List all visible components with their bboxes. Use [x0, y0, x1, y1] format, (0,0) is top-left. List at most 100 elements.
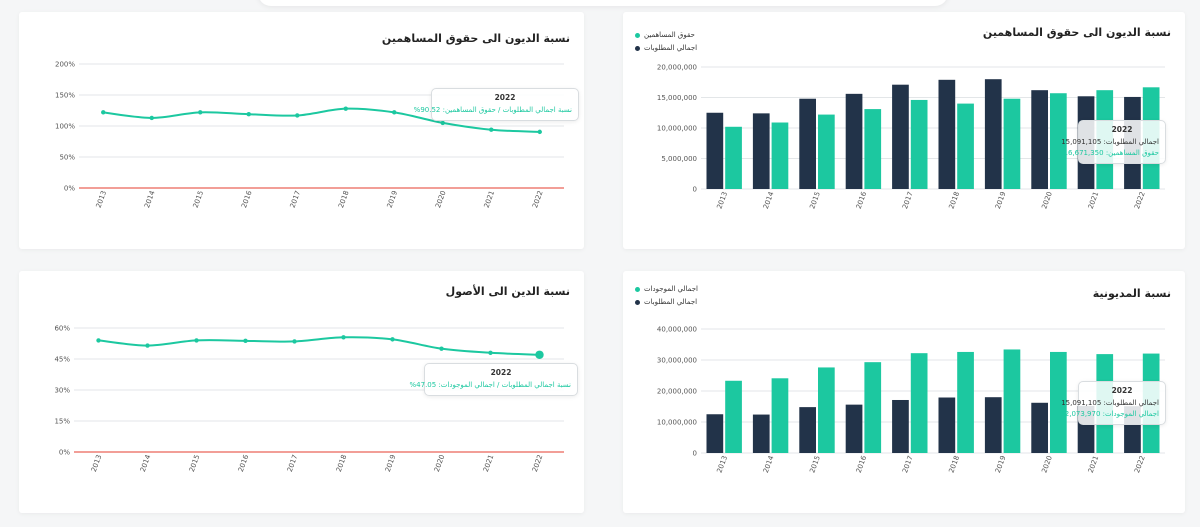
- x-tick-label: 2022: [1133, 455, 1147, 474]
- bar: [864, 362, 882, 453]
- y-tick-label: 50%: [59, 154, 75, 162]
- tooltip-label: اجمالي المطلوبات:: [1103, 138, 1159, 146]
- bar: [910, 353, 928, 453]
- x-tick-label: 2018: [948, 455, 962, 474]
- x-tick-label: 2020: [433, 454, 447, 473]
- y-tick-label: 45%: [54, 356, 70, 364]
- y-tick-label: 150%: [55, 92, 75, 100]
- x-tick-label: 2015: [808, 455, 822, 474]
- x-tick-label: 2017: [901, 191, 915, 210]
- x-tick-label: 2015: [188, 454, 202, 473]
- x-tick-label: 2013: [95, 190, 109, 209]
- legend-dot-green-icon: [635, 33, 640, 38]
- tooltip-value: 15,091,105: [1061, 399, 1102, 407]
- legend-item-liabilities[interactable]: اجمالي المطلوبات: [635, 298, 698, 307]
- tooltip-year: 2022: [494, 93, 516, 102]
- card-title: نسبة الديون الى حقوق المساهمين: [381, 32, 570, 45]
- x-tick-label: 2013: [716, 455, 730, 474]
- legend-item-equity[interactable]: حقوق المساهمين: [635, 31, 697, 40]
- data-point: [96, 338, 101, 343]
- bar: [938, 397, 956, 453]
- bar: [1050, 351, 1067, 453]
- y-tick-label: 15%: [54, 418, 70, 426]
- x-tick-label: 2020: [1040, 191, 1054, 210]
- x-tick-label: 2017: [289, 190, 303, 209]
- x-tick-label: 2019: [384, 454, 398, 473]
- tooltip-label: اجمالي المطلوبات:: [1103, 399, 1159, 407]
- legend-label: اجمالي الموجودات: [644, 285, 698, 293]
- legend-label: حقوق المساهمين: [644, 31, 695, 39]
- bar: [957, 103, 974, 189]
- data-point: [390, 337, 395, 342]
- card-title: نسبة الديون الى حقوق المساهمين: [982, 26, 1171, 39]
- x-tick-label: 2017: [901, 455, 915, 474]
- y-tick-label: 30%: [54, 387, 70, 395]
- bar: [706, 112, 724, 189]
- x-tick-label: 2015: [192, 190, 206, 209]
- line-chart-debt-to-equity-card: نسبة الديون الى حقوق المساهمين 0% 50% 100%…: [19, 12, 584, 249]
- data-point: [101, 110, 106, 115]
- tooltip-label: نسبة اجمالي المطلوبات / حقوق المساهمين:: [442, 106, 572, 114]
- data-point: [439, 346, 444, 351]
- y-tick-label: 0%: [59, 449, 70, 457]
- bar: [984, 397, 1002, 453]
- x-tick-label: 2016: [240, 189, 254, 209]
- legend-item-assets[interactable]: اجمالي الموجودات: [635, 285, 698, 294]
- chart-legend: اجمالي الموجودات اجمالي المطلوبات: [635, 285, 698, 311]
- x-tick-label: 2018: [948, 191, 962, 210]
- bar: [892, 84, 909, 189]
- x-tick-label: 2021: [1087, 191, 1101, 210]
- legend-label: اجمالي المطلوبات: [644, 44, 698, 52]
- bar: [1050, 93, 1067, 189]
- bar: [845, 93, 863, 189]
- y-tick-label: 40,000,000: [657, 326, 697, 334]
- y-tick-label: 0%: [64, 185, 75, 193]
- tooltip-line-equity: حقوق المساهمين: 16,671,350: [1063, 148, 1159, 159]
- chart-legend: حقوق المساهمين اجمالي المطلوبات: [635, 31, 697, 57]
- bar: [1031, 90, 1048, 189]
- x-tick-label: 2020: [434, 190, 448, 209]
- data-point: [535, 350, 544, 359]
- x-tick-label: 2018: [335, 454, 349, 473]
- bar: [1031, 402, 1048, 453]
- bar: [938, 79, 956, 189]
- legend-dot-navy-icon: [635, 300, 640, 305]
- data-point: [292, 339, 297, 344]
- line-chart-debt-to-equity: 0% 50% 100% 150% 200% 2013 2014 2015 2016 2017 201…: [55, 61, 564, 209]
- x-tick-label: 2015: [808, 191, 822, 210]
- x-tick-label: 2014: [143, 189, 157, 209]
- x-tick-label: 2021: [1087, 455, 1101, 474]
- bar: [1003, 349, 1021, 453]
- bar: [771, 378, 789, 453]
- x-tick-label: 2021: [482, 454, 496, 473]
- y-tick-label: 200%: [55, 61, 75, 69]
- tooltip-line-liabilities: اجمالي المطلوبات: 15,091,105: [1061, 398, 1159, 409]
- bar: [706, 414, 724, 453]
- bar: [984, 79, 1002, 189]
- bar: [864, 109, 882, 189]
- tooltip-value: 16,671,350: [1063, 149, 1104, 157]
- y-tick-label: 100%: [55, 123, 75, 131]
- bar-chart-debt-to-equity-card: نسبة الديون الى حقوق المساهمين حقوق المس…: [623, 12, 1185, 249]
- series-line: [103, 107, 540, 133]
- data-point: [341, 335, 346, 340]
- card-title: نسبة المديونية: [1092, 287, 1171, 300]
- chart-tooltip: 2022 نسبة اجمالي المطلوبات / اجمالي المو…: [410, 363, 578, 396]
- bar: [957, 351, 974, 453]
- bar-chart-indebtedness: 0 10,000,000 20,000,000 30,000,000 40,000,00…: [657, 326, 1165, 474]
- series-line: [98, 336, 540, 356]
- x-tick-label: 2016: [237, 453, 251, 473]
- bar-chart-indebtedness-card: نسبة المديونية اجمالي الموجودات اجمالي ا…: [623, 271, 1185, 513]
- bar: [818, 114, 835, 189]
- x-tick-label: 2013: [90, 454, 104, 473]
- data-point: [149, 115, 154, 121]
- tooltip-value: 15,091,105: [1061, 138, 1102, 146]
- chart-tooltip: 2022 نسبة اجمالي المطلوبات / حقوق المساه…: [414, 88, 579, 121]
- x-tick-label: 2014: [139, 453, 153, 473]
- x-tick-label: 2016: [855, 454, 869, 474]
- legend-item-liabilities[interactable]: اجمالي المطلوبات: [635, 44, 697, 53]
- tooltip-value: 47.05%: [409, 381, 437, 389]
- tooltip-year: 2022: [1111, 386, 1133, 395]
- y-tick-label: 20,000,000: [657, 64, 697, 72]
- y-tick-label: 20,000,000: [657, 388, 697, 396]
